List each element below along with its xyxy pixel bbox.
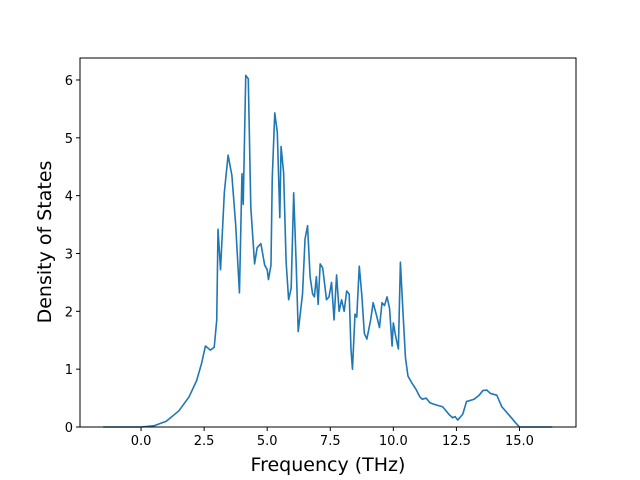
- plot-frame: [79, 57, 577, 428]
- y-tick-label: 5: [65, 132, 73, 147]
- y-tick-label: 4: [65, 190, 73, 205]
- x-axis-label: Frequency (THz): [251, 454, 406, 476]
- x-tick-label: 12.5: [442, 434, 471, 449]
- y-tick-label: 6: [65, 74, 73, 89]
- y-tick-label: 0: [65, 421, 73, 436]
- x-tick-label: 10.0: [379, 434, 408, 449]
- y-tick-label: 2: [65, 305, 73, 320]
- data-line: [103, 74, 553, 428]
- x-tick-label: 7.5: [320, 434, 341, 449]
- y-tick-label: 1: [65, 363, 73, 378]
- y-axis-label: Density of States: [34, 161, 56, 324]
- x-tick-label: 0.0: [131, 434, 152, 449]
- y-tick-label: 3: [65, 247, 73, 262]
- x-tick-label: 2.5: [194, 434, 215, 449]
- x-tick-label: 5.0: [257, 434, 278, 449]
- x-tick-label: 15.0: [505, 434, 534, 449]
